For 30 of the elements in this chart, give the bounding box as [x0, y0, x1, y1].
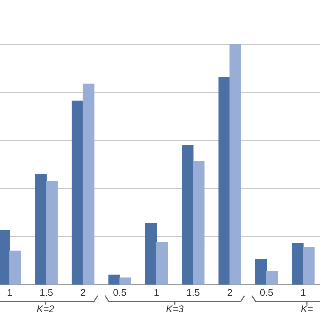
bar [145, 223, 158, 285]
bar [193, 161, 205, 285]
x-tick-label: 1 [302, 289, 306, 296]
bar [46, 181, 58, 285]
x-tick-label: 2 [81, 289, 86, 296]
bar [108, 274, 120, 285]
text: K= [301, 306, 313, 312]
bar [82, 84, 95, 285]
bar [303, 247, 315, 285]
bar [182, 145, 194, 285]
x-tick-label: 1 [8, 289, 12, 296]
bar [218, 77, 230, 285]
x-tick-label: 1.5 [187, 289, 200, 296]
x-tick-label: 0.5 [260, 289, 274, 296]
bar [35, 174, 47, 285]
bar [255, 259, 268, 285]
bar [72, 100, 84, 285]
bar [266, 271, 278, 285]
text: K=2 [37, 306, 54, 312]
bar [0, 230, 10, 285]
bar [120, 278, 132, 285]
x-tick-label: 0.5 [114, 289, 126, 296]
bar [292, 243, 304, 285]
bar [230, 44, 242, 285]
x-tick-label: 1.5 [40, 289, 53, 296]
x-tick-label: 2 [228, 289, 232, 296]
bar [156, 242, 168, 285]
x-tick-label: 1 [154, 289, 159, 296]
bar [10, 250, 22, 285]
text: K=3 [166, 306, 184, 313]
